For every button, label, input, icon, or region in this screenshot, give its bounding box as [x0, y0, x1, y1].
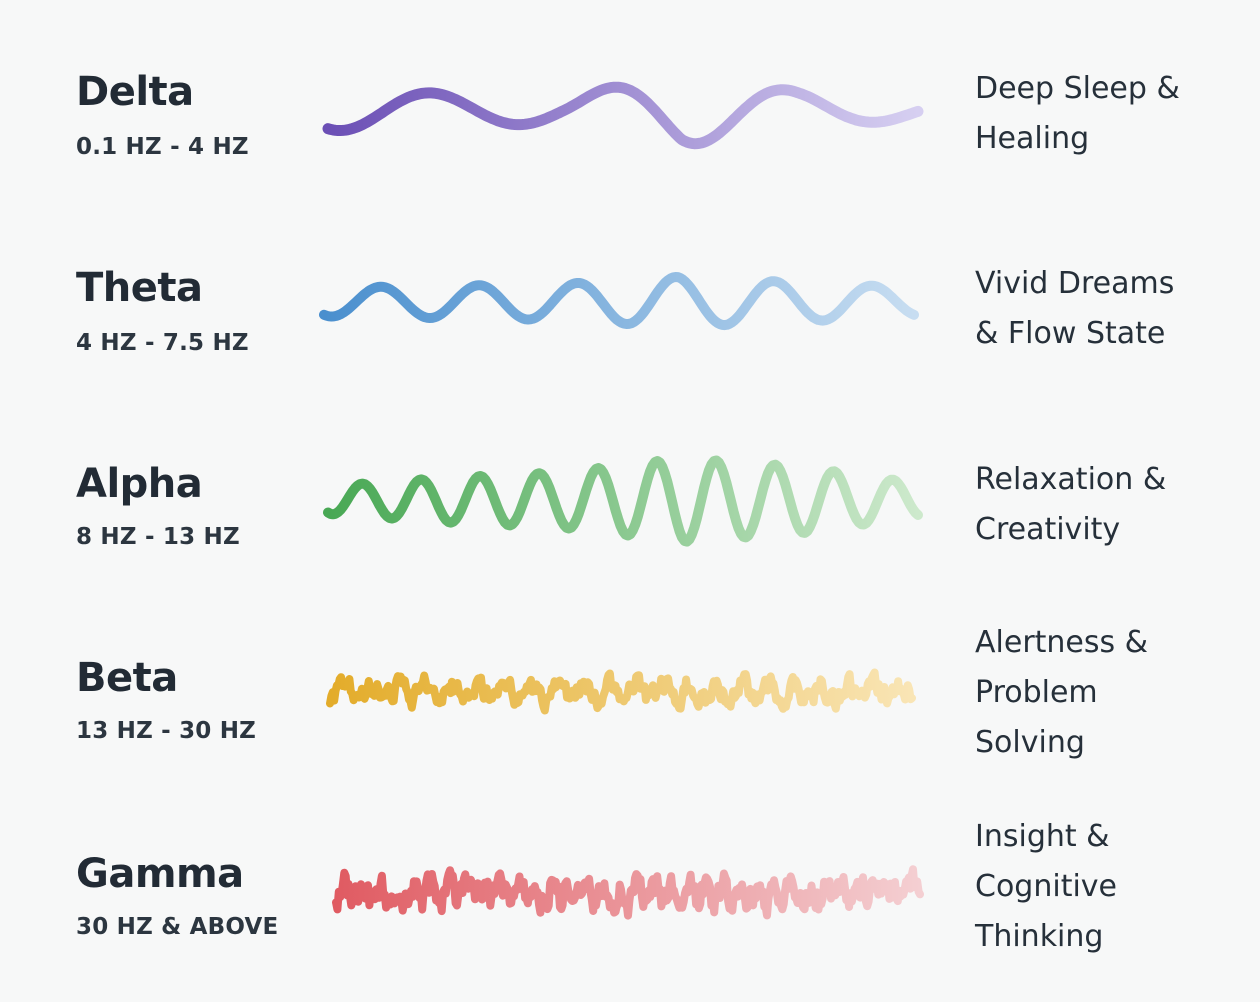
beta-wave-path [326, 668, 916, 715]
band-description-line: Healing [975, 121, 1090, 156]
band-description: Relaxation & Creativity [975, 455, 1255, 555]
band-description-line: Solving [975, 725, 1085, 760]
band-alpha: Alpha 8 HZ - 13 HZ Relaxation & Creativi… [0, 392, 1260, 588]
band-name: Gamma [76, 851, 244, 897]
band-description: Insight & Cognitive Thinking [975, 812, 1255, 962]
band-description-line: Deep Sleep & [975, 71, 1180, 106]
band-name: Delta [76, 69, 194, 115]
gamma-wave [332, 865, 924, 920]
band-description-line: Vivid Dreams [975, 266, 1175, 301]
alpha-wave [323, 455, 923, 547]
band-theta: Theta 4 HZ - 7.5 HZ Vivid Dreams & Flow … [0, 196, 1260, 392]
band-description: Deep Sleep & Healing [975, 64, 1255, 164]
band-range: 30 HZ & ABOVE [76, 914, 279, 940]
band-description: Alertness & Problem Solving [975, 618, 1255, 768]
band-description-line: Insight & [975, 819, 1110, 854]
band-description-line: Alertness & [975, 625, 1149, 660]
band-beta: Beta 13 HZ - 30 HZ Alertness & Problem S… [0, 588, 1260, 784]
band-description-line: & Flow State [975, 316, 1166, 351]
band-range: 4 HZ - 7.5 HZ [76, 330, 249, 356]
band-description-line: Problem [975, 675, 1098, 710]
band-description-line: Creativity [975, 512, 1121, 547]
band-delta: Delta 0.1 HZ - 4 HZ Deep Sleep & Healing [0, 0, 1260, 196]
band-gamma: Gamma 30 HZ & ABOVE Insight & Cognitive … [0, 784, 1260, 980]
band-range: 0.1 HZ - 4 HZ [76, 134, 249, 160]
band-description-line: Cognitive [975, 869, 1118, 904]
band-description-line: Relaxation & [975, 462, 1167, 497]
band-range: 13 HZ - 30 HZ [76, 718, 257, 744]
gamma-wave-path [332, 865, 924, 920]
band-name: Alpha [76, 461, 203, 507]
theta-wave [319, 272, 919, 331]
delta-wave [322, 81, 924, 150]
band-name: Theta [76, 265, 203, 311]
band-description: Vivid Dreams & Flow State [975, 259, 1255, 359]
beta-wave [326, 668, 916, 715]
band-range: 8 HZ - 13 HZ [76, 524, 240, 550]
alpha-wave-path [323, 455, 923, 547]
theta-wave-path [319, 272, 919, 331]
band-name: Beta [76, 655, 178, 701]
delta-wave-path [322, 81, 924, 150]
band-description-line: Thinking [975, 919, 1104, 954]
